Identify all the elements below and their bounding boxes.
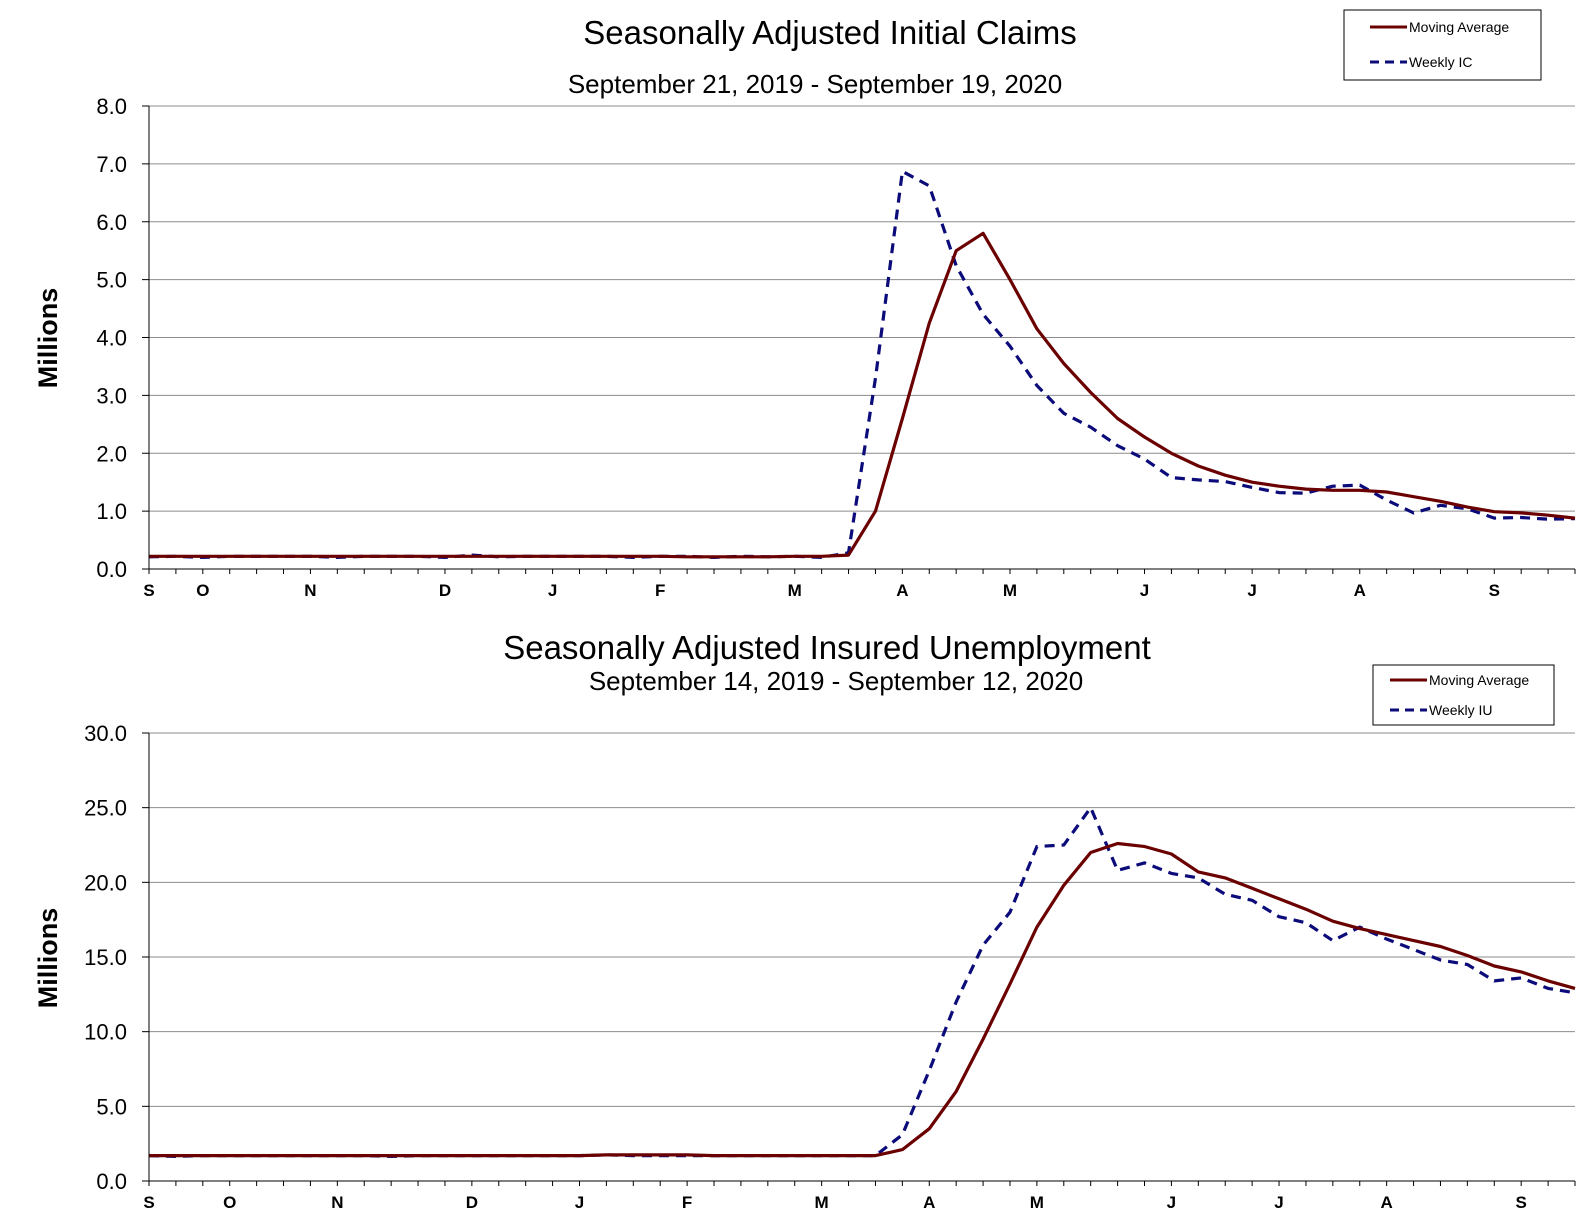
y-axis-label: Millions <box>33 288 63 389</box>
y-tick-label: 0.0 <box>96 557 127 582</box>
x-tick-label: A <box>896 581 908 600</box>
legend-box <box>1372 664 1555 726</box>
x-tick-label: O <box>223 1193 236 1212</box>
chart-subtitle: September 21, 2019 - September 19, 2020 <box>568 69 1062 99</box>
chart-title: Seasonally Adjusted Initial Claims <box>583 14 1076 51</box>
legend-label-moving-average: Moving Average <box>1429 672 1529 688</box>
x-tick-label: D <box>439 581 451 600</box>
y-tick-label: 5.0 <box>96 1094 127 1119</box>
y-tick-label: 3.0 <box>96 383 127 408</box>
x-tick-label: M <box>815 1193 829 1212</box>
axes: 0.0 1.0 2.0 3.0 4.0 5.0 6.0 7.0 8.0 S O N D J F M A M J J A S <box>96 94 1576 600</box>
x-tick-label: A <box>923 1193 935 1212</box>
x-tick-label: M <box>1003 581 1017 600</box>
insured-unemployment-chart: Seasonally Adjusted Insured Unemployment… <box>33 629 1576 1212</box>
x-tick-label: F <box>655 581 665 600</box>
moving-average-series-line <box>149 841 1576 1158</box>
x-tick-label: N <box>304 581 316 600</box>
y-tick-label: 7.0 <box>96 152 127 177</box>
legend: Moving Average Weekly IU <box>1372 664 1555 726</box>
x-tick-label: D <box>466 1193 478 1212</box>
x-tick-label: M <box>788 581 802 600</box>
x-tick-label: S <box>1516 1193 1527 1212</box>
series-lines <box>148 169 1576 560</box>
weekly-series-line <box>148 169 1576 560</box>
y-tick-label: 6.0 <box>96 210 127 235</box>
y-tick-label: 4.0 <box>96 326 127 351</box>
y-tick-label: 1.0 <box>96 499 127 524</box>
x-tick-label: S <box>143 581 154 600</box>
x-tick-label: J <box>575 1193 584 1212</box>
legend-label-weekly: Weekly IU <box>1429 702 1493 718</box>
y-tick-label: 15.0 <box>84 945 127 970</box>
x-tick-label: O <box>196 581 209 600</box>
y-tick-label: 5.0 <box>96 268 127 293</box>
y-tick-label: 20.0 <box>84 870 127 895</box>
x-tick-label: J <box>1140 581 1149 600</box>
moving-average-series-line <box>149 231 1576 559</box>
x-tick-label: A <box>1381 1193 1393 1212</box>
legend-label-moving-average: Moving Average <box>1409 19 1509 35</box>
x-tick-label: M <box>1030 1193 1044 1212</box>
initial-claims-chart: Seasonally Adjusted Initial Claims Septe… <box>33 9 1576 600</box>
weekly-series-line <box>148 806 1576 1159</box>
y-tick-label: 30.0 <box>84 721 127 746</box>
axes: 0.0 5.0 10.0 15.0 20.0 25.0 30.0 S O N D J F M A M J J A S <box>84 721 1576 1212</box>
gridlines <box>149 732 1575 1107</box>
chart-subtitle: September 14, 2019 - September 12, 2020 <box>589 666 1083 696</box>
legend-box <box>1343 9 1542 81</box>
y-tick-label: 0.0 <box>96 1169 127 1194</box>
legend-label-weekly: Weekly IC <box>1409 54 1473 70</box>
x-tick-label: J <box>1167 1193 1176 1212</box>
gridlines <box>149 105 1575 512</box>
y-tick-label: 2.0 <box>96 441 127 466</box>
chart-title: Seasonally Adjusted Insured Unemployment <box>503 629 1151 666</box>
series-lines <box>148 806 1576 1159</box>
x-tick-label: A <box>1354 581 1366 600</box>
legend: Moving Average Weekly IC <box>1343 9 1542 81</box>
y-tick-label: 8.0 <box>96 94 127 119</box>
x-tick-label: J <box>1247 581 1256 600</box>
x-tick-label: S <box>1489 581 1500 600</box>
y-tick-label: 10.0 <box>84 1020 127 1045</box>
x-tick-label: S <box>143 1193 154 1212</box>
x-tick-label: N <box>331 1193 343 1212</box>
y-axis-label: Millions <box>33 908 63 1009</box>
x-tick-label: F <box>682 1193 692 1212</box>
x-tick-label: J <box>1274 1193 1283 1212</box>
y-tick-label: 25.0 <box>84 796 127 821</box>
x-tick-label: J <box>548 581 557 600</box>
